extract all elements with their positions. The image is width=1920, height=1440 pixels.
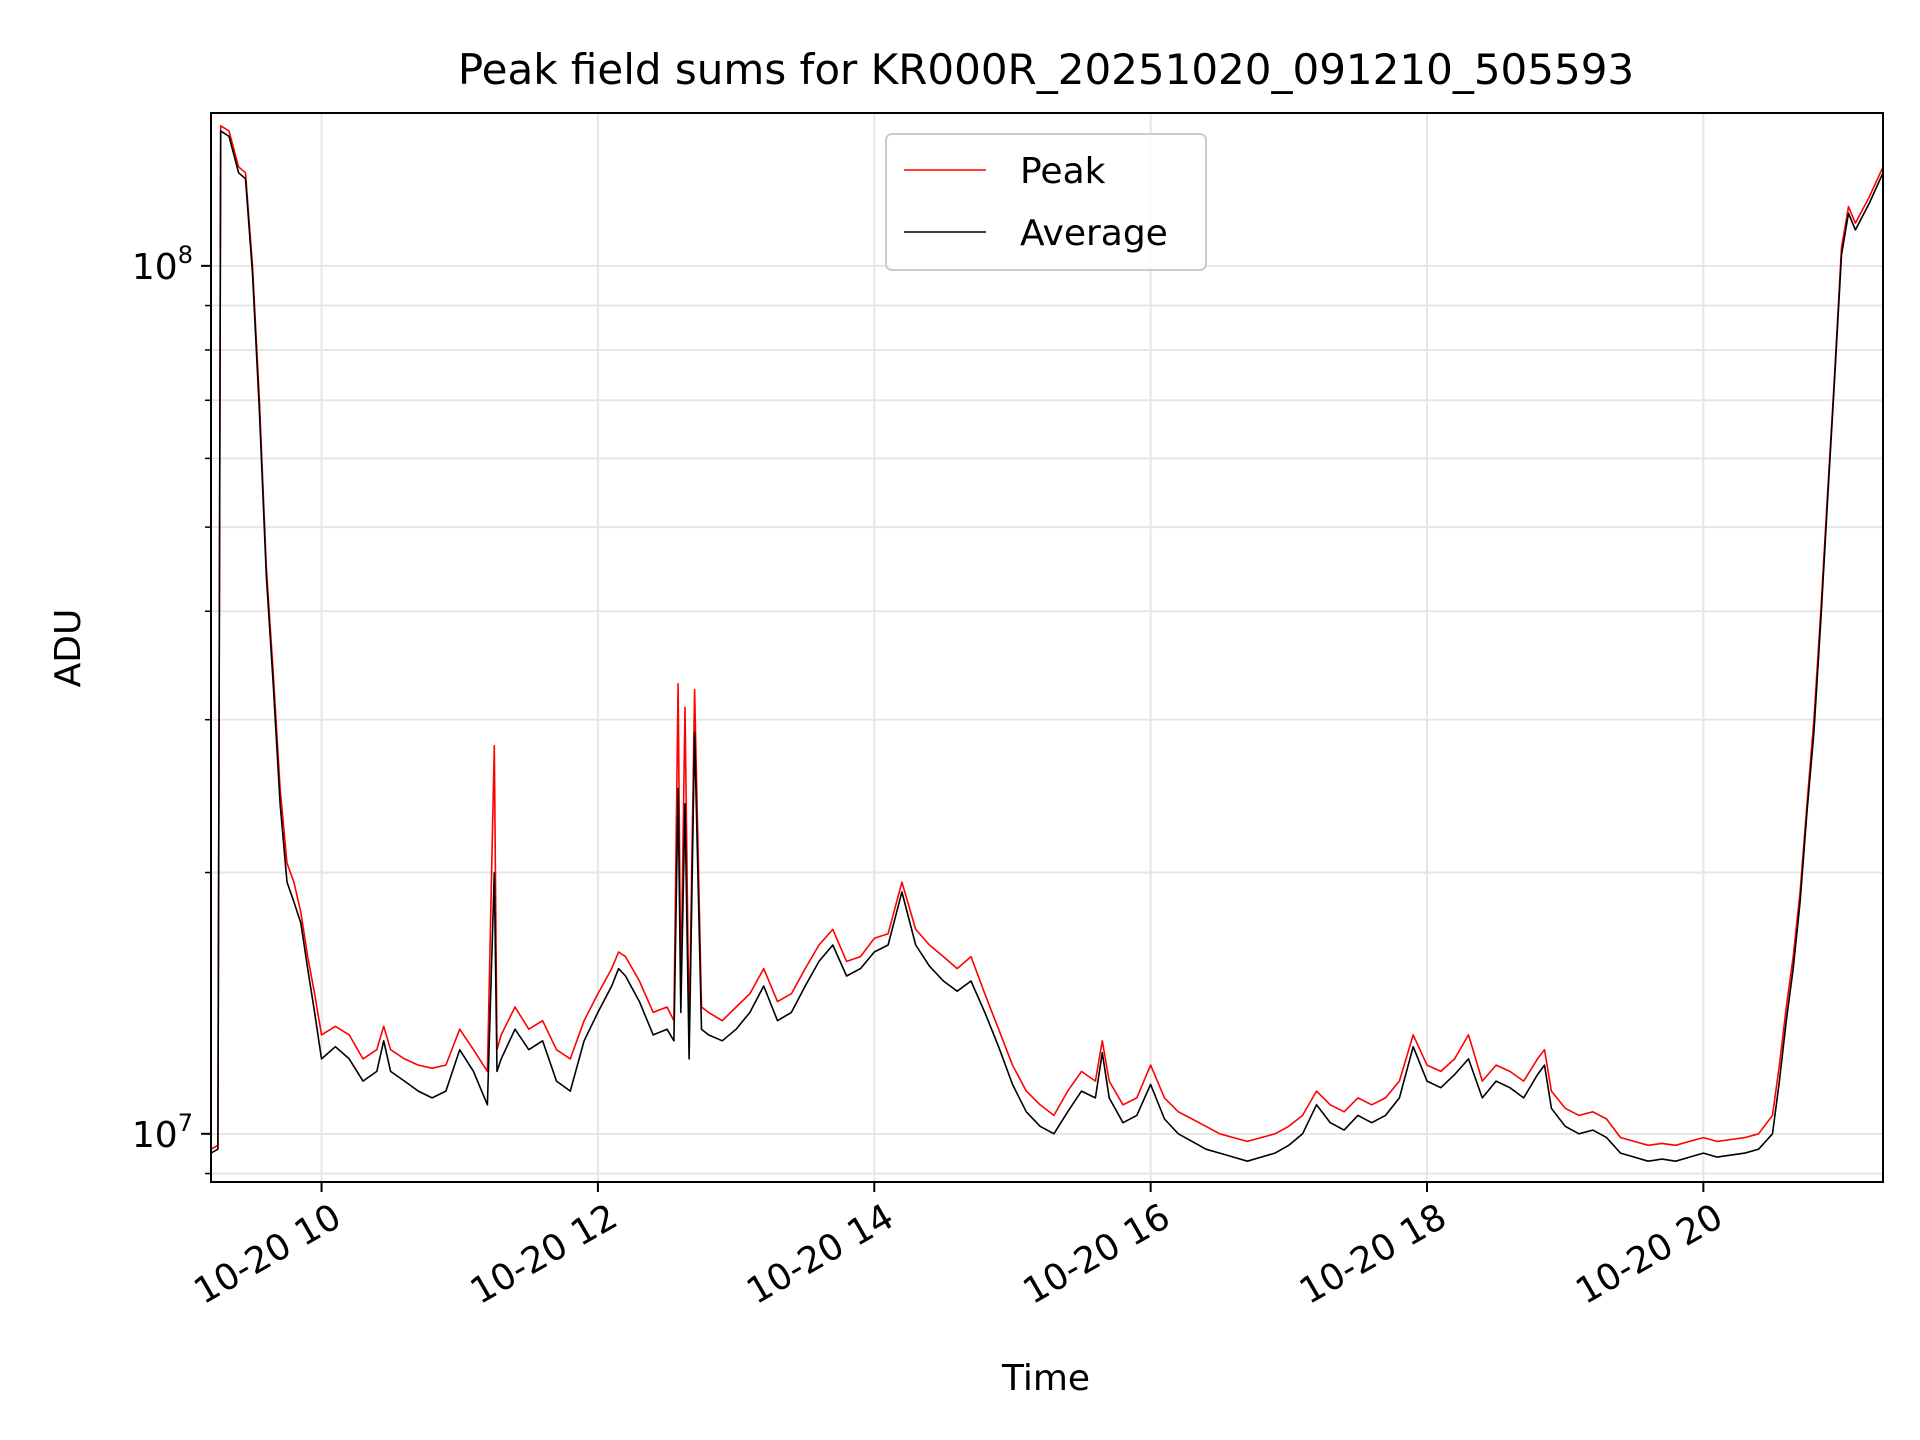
legend-label-average: Average bbox=[1020, 213, 1168, 254]
legend-label-peak: Peak bbox=[1020, 151, 1106, 192]
y-axis-label: ADU bbox=[48, 609, 89, 688]
y-tick-label-exponent: 8 bbox=[178, 241, 193, 269]
legend-box bbox=[885, 133, 1207, 271]
y-tick-label: 107 bbox=[132, 1109, 193, 1156]
series-line-average bbox=[210, 130, 1884, 1162]
plot-frame bbox=[210, 112, 1884, 1183]
y-tick-label-exponent: 7 bbox=[178, 1109, 193, 1137]
x-axis-label: Time bbox=[1001, 1358, 1090, 1399]
legend: Peak Average bbox=[885, 133, 1207, 271]
y-tick-label-base: 10 bbox=[132, 1115, 178, 1156]
chart-title: Peak field sums for KR000R_20251020_0912… bbox=[458, 45, 1634, 94]
y-tick-label: 108 bbox=[132, 241, 193, 288]
series-line-peak bbox=[210, 125, 1884, 1150]
y-tick-label-base: 10 bbox=[132, 247, 178, 288]
series-layer bbox=[210, 125, 1884, 1162]
grid-lines bbox=[211, 113, 1883, 1182]
